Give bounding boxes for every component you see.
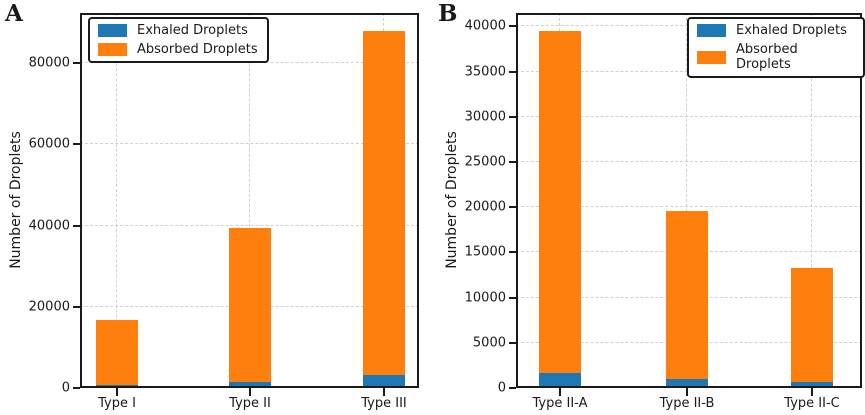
legend-swatch-absorbed xyxy=(697,50,726,64)
x-tick-label: Type III xyxy=(361,396,407,411)
y-tick-label: 20000 xyxy=(464,199,506,215)
bar-segment-exhaled xyxy=(229,382,271,388)
y-tick-label: 60000 xyxy=(28,136,70,152)
x-gridline xyxy=(811,13,812,388)
x-axis-tick xyxy=(383,388,385,396)
y-gridline xyxy=(516,116,862,117)
y-tick-label: 25000 xyxy=(464,154,506,170)
bar-segment-exhaled xyxy=(666,379,708,388)
y-tick-label: 15000 xyxy=(464,244,506,260)
x-gridline xyxy=(249,13,250,388)
panel-a-y-axis-label: Number of Droplets xyxy=(8,131,24,269)
y-axis-tick xyxy=(509,71,516,73)
x-axis-tick xyxy=(249,388,251,396)
panel-a-legend: Exhaled Droplets Absorbed Droplets xyxy=(88,17,269,63)
x-tick-label: Type II xyxy=(229,396,271,411)
bar-segment-absorbed xyxy=(229,228,271,382)
x-axis-tick xyxy=(686,388,688,396)
legend-label: Absorbed Droplets xyxy=(736,42,798,72)
panel-a-plot-area: 0 20000 40000 60000 80000 Type I Type II Type I… xyxy=(29,13,419,411)
legend-entry: Exhaled Droplets xyxy=(697,23,854,38)
legend-entry: Absorbed Droplets xyxy=(697,42,854,72)
y-axis-tick xyxy=(509,251,516,253)
x-axis-tick xyxy=(116,388,118,396)
bar-segment-exhaled xyxy=(791,382,833,388)
bar-segment-absorbed xyxy=(96,320,138,385)
y-gridline xyxy=(516,161,862,162)
panel-b-y-axis-label: Number of Droplets xyxy=(444,131,460,269)
legend-entry: Absorbed Droplets xyxy=(98,42,258,57)
x-gridline xyxy=(116,13,117,388)
y-axis-tick xyxy=(509,25,516,27)
legend-swatch-exhaled xyxy=(98,24,127,37)
x-axis-tick xyxy=(559,388,561,396)
bar-segment-exhaled xyxy=(363,375,405,388)
y-axis-tick xyxy=(509,342,516,344)
legend-label: Exhaled Droplets xyxy=(736,23,847,38)
y-gridline xyxy=(516,206,862,207)
y-tick-label: 30000 xyxy=(464,109,506,125)
bar-segment-absorbed xyxy=(363,31,405,375)
bar-segment-absorbed xyxy=(539,31,581,373)
y-axis-tick xyxy=(509,387,516,389)
y-tick-label: 40000 xyxy=(28,218,70,234)
panel-a-letter: A xyxy=(5,0,23,27)
bar-segment-exhaled xyxy=(96,385,138,388)
y-axis-tick xyxy=(73,62,80,64)
y-axis-tick xyxy=(509,161,516,163)
y-axis-tick xyxy=(509,297,516,299)
y-tick-label: 0 xyxy=(497,380,506,396)
legend-label: Absorbed Droplets xyxy=(137,42,258,57)
legend-entry: Exhaled Droplets xyxy=(98,23,258,38)
y-tick-label: 5000 xyxy=(472,335,506,351)
bar-segment-absorbed xyxy=(791,268,833,382)
y-tick-label: 80000 xyxy=(28,55,70,71)
y-tick-label: 20000 xyxy=(28,299,70,315)
y-axis-tick xyxy=(509,116,516,118)
panel-b-legend: Exhaled Droplets Absorbed Droplets xyxy=(687,17,865,78)
legend-swatch-exhaled xyxy=(697,24,726,37)
x-gridline xyxy=(686,13,687,388)
y-tick-label: 35000 xyxy=(464,64,506,80)
y-tick-label: 40000 xyxy=(464,18,506,34)
y-axis-tick xyxy=(73,143,80,145)
bar-segment-absorbed xyxy=(666,211,708,379)
legend-label: Exhaled Droplets xyxy=(137,23,248,38)
x-tick-label: Type II-B xyxy=(659,396,715,411)
bar-segment-exhaled xyxy=(539,373,581,388)
x-tick-label: Type II-C xyxy=(784,396,840,411)
x-axis-tick xyxy=(811,388,813,396)
x-tick-label: Type II-A xyxy=(532,396,588,411)
y-tick-label: 10000 xyxy=(464,290,506,306)
y-axis-tick xyxy=(73,387,80,389)
legend-swatch-absorbed xyxy=(98,43,127,56)
y-tick-label: 0 xyxy=(61,380,70,396)
x-tick-label: Type I xyxy=(98,396,136,411)
y-axis-tick xyxy=(509,206,516,208)
y-axis-tick xyxy=(73,306,80,308)
y-axis-tick xyxy=(73,225,80,227)
panel-b-letter: B xyxy=(438,0,458,27)
